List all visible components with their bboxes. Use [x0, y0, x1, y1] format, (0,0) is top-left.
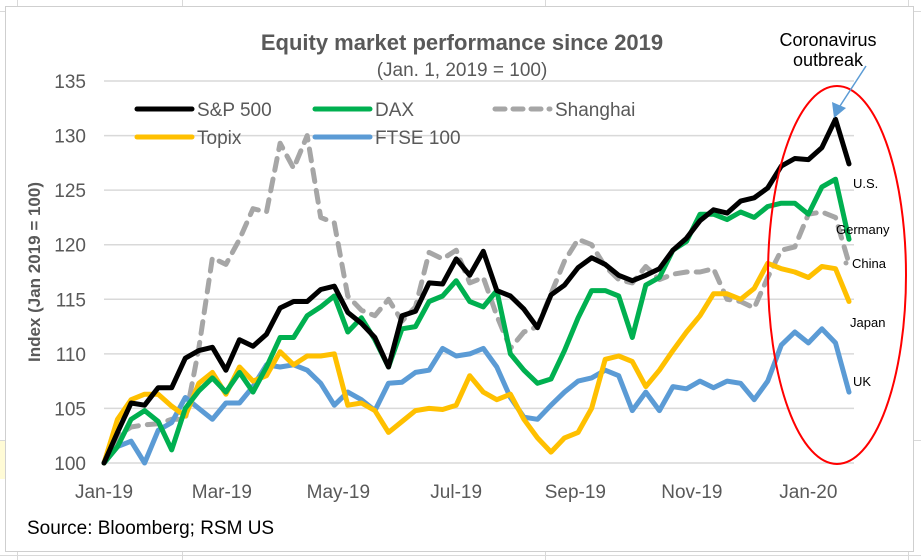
legend: S&P 500 DAX Shanghai Topix FTSE 100: [134, 100, 635, 149]
y-tick-labels: 100 105 110 115 120 125 130 135: [54, 72, 86, 475]
annotation-arrow-line: [839, 65, 867, 107]
legend-label: Shanghai: [555, 100, 635, 121]
y-tick-label: 115: [56, 290, 86, 311]
end-label: Japan: [850, 315, 885, 330]
y-tick-label: 110: [56, 345, 86, 366]
x-tick-label: Jul-19: [430, 482, 482, 503]
y-tick-label: 105: [54, 399, 86, 420]
series-line-topix: [101, 260, 852, 466]
outbreak-ellipse: [767, 85, 907, 465]
x-tick-label: Mar-19: [192, 482, 252, 503]
series-line-s-p-500: [101, 116, 852, 466]
x-tick-label: Nov-19: [661, 482, 722, 503]
x-tick-label: Jan-20: [779, 482, 837, 503]
end-label: China: [852, 256, 887, 271]
chart-area[interactable]: [5, 6, 914, 552]
x-tick-label: Jan-19: [75, 482, 133, 503]
y-tick-label: 100: [54, 454, 86, 475]
x-tick-label: May-19: [307, 482, 370, 503]
chart-subtitle: (Jan. 1, 2019 = 100): [377, 60, 548, 81]
y-axis-label: Index (Jan 2019 = 100): [25, 182, 44, 362]
legend-label: Topix: [197, 128, 242, 149]
series-line-dax: [101, 176, 852, 466]
legend-label: DAX: [375, 100, 414, 121]
legend-label: S&P 500: [197, 100, 272, 121]
annotation-arrow-head: [832, 102, 846, 118]
china-marker: [843, 260, 849, 266]
y-tick-label: 120: [54, 236, 86, 257]
gridlines: [104, 80, 854, 464]
series-lines: [101, 116, 852, 466]
x-tick-labels: Jan-19 Mar-19 May-19 Jul-19 Sep-19 Nov-19 Jan-…: [75, 482, 837, 503]
y-tick-label: 125: [54, 181, 86, 202]
series-line-ftse-100: [101, 326, 852, 466]
legend-label: FTSE 100: [375, 128, 461, 149]
y-tick-label: 135: [54, 72, 86, 93]
series-end-labels: U.S. Germany China Japan UK: [836, 176, 890, 389]
end-label: UK: [853, 374, 871, 389]
annotation-line-2: outbreak: [793, 50, 864, 70]
end-label: U.S.: [853, 176, 878, 191]
x-tick-label: Sep-19: [545, 482, 606, 503]
chart-title: Equity market performance since 2019: [261, 30, 663, 55]
selected-cell-highlight: [0, 441, 8, 479]
source-note: Source: Bloomberg; RSM US: [27, 518, 274, 539]
y-tick-label: 130: [54, 127, 86, 148]
end-label: Germany: [836, 222, 890, 237]
annotation-line-1: Coronavirus: [779, 30, 876, 50]
